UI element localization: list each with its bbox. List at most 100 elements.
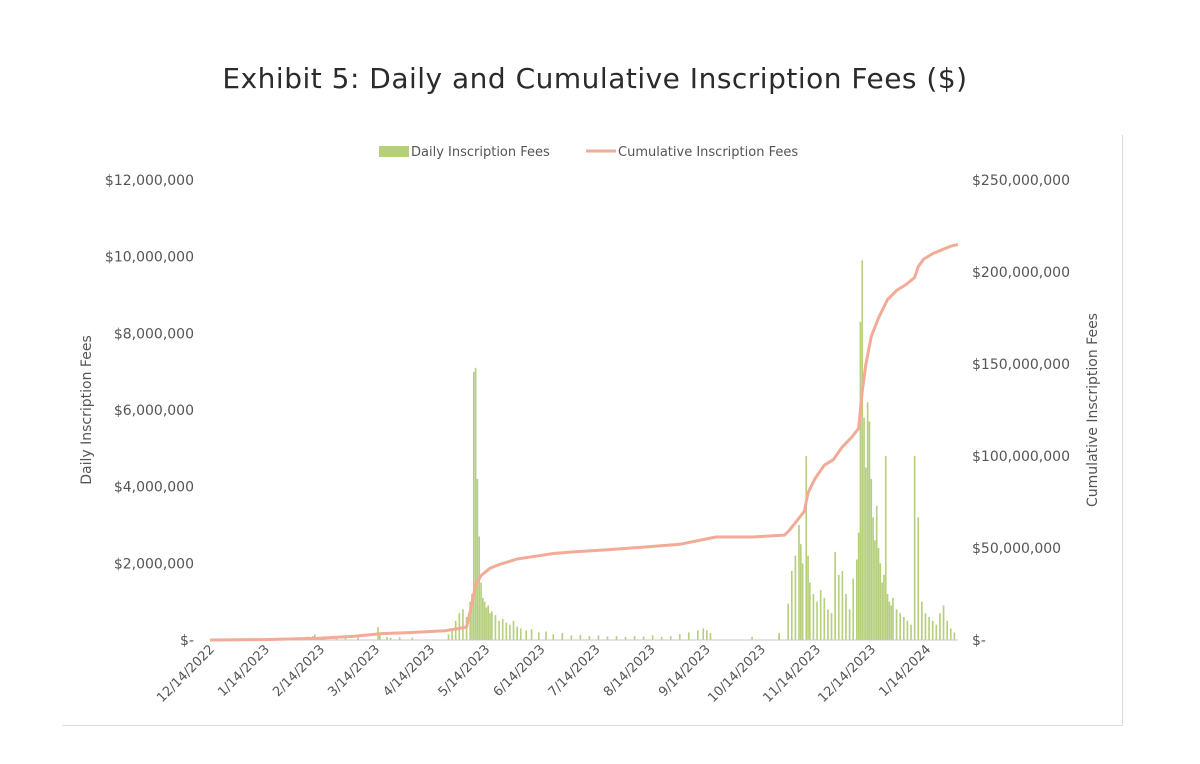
daily-bar xyxy=(879,563,882,640)
daily-bar xyxy=(924,613,927,640)
daily-bar xyxy=(778,633,780,640)
daily-bar xyxy=(935,624,938,640)
daily-bar xyxy=(579,635,582,640)
daily-bar xyxy=(807,555,809,640)
daily-bar xyxy=(877,548,880,640)
daily-bar xyxy=(597,635,600,640)
daily-bar xyxy=(678,634,681,640)
daily-bar xyxy=(386,636,388,640)
x-tick-label: 2/14/2023 xyxy=(270,642,328,700)
daily-bar xyxy=(687,632,690,640)
daily-bar xyxy=(471,594,473,640)
daily-bar xyxy=(545,631,547,640)
daily-bar xyxy=(480,582,482,640)
daily-bar xyxy=(861,260,864,640)
daily-bar xyxy=(709,633,712,640)
daily-bar xyxy=(881,582,883,640)
daily-bar xyxy=(830,613,833,640)
y-left-tick-label: $8,000,000 xyxy=(114,326,194,342)
daily-bar xyxy=(697,630,699,640)
daily-bar xyxy=(389,637,392,640)
chart-frame xyxy=(62,135,1123,726)
daily-bar xyxy=(651,635,654,640)
daily-bar xyxy=(949,628,952,640)
x-tick-label: 6/14/2023 xyxy=(491,642,549,700)
daily-bar xyxy=(472,371,475,640)
daily-bar xyxy=(491,611,493,640)
daily-bar xyxy=(606,636,609,640)
daily-bar xyxy=(801,563,804,640)
daily-bar xyxy=(883,574,885,640)
daily-bar xyxy=(805,456,808,640)
x-tick-label: 10/14/2023 xyxy=(705,642,769,706)
daily-bar xyxy=(615,636,618,640)
daily-bar xyxy=(512,620,515,640)
daily-bar xyxy=(451,628,453,640)
daily-bar xyxy=(890,605,892,640)
daily-bar xyxy=(552,634,555,640)
daily-bar xyxy=(874,540,876,640)
daily-bar xyxy=(642,636,645,640)
daily-bar xyxy=(478,536,481,640)
daily-bar xyxy=(872,517,874,640)
daily-bar xyxy=(357,635,359,640)
y-right-axis-label: Cumulative Inscription Fees xyxy=(1085,313,1101,507)
x-tick-label: 9/14/2023 xyxy=(656,642,714,700)
daily-bar xyxy=(751,636,753,640)
x-ticks: 12/14/20221/14/20232/14/20233/14/20234/1… xyxy=(154,642,934,706)
daily-bar xyxy=(884,456,887,640)
daily-bar xyxy=(794,555,797,640)
daily-bar xyxy=(837,574,840,640)
daily-bar xyxy=(902,617,905,640)
daily-bar xyxy=(483,601,486,640)
daily-bar xyxy=(588,636,591,640)
legend-swatch-daily xyxy=(379,146,409,157)
daily-bar xyxy=(928,617,930,640)
daily-bar xyxy=(494,615,497,640)
daily-bar xyxy=(939,613,941,640)
daily-bar xyxy=(790,571,793,640)
y-left-tick-label: $4,000,000 xyxy=(114,480,194,496)
daily-bar xyxy=(487,605,490,640)
x-tick-label: 1/14/2023 xyxy=(215,642,273,700)
daily-bar xyxy=(917,517,920,640)
daily-bar xyxy=(809,582,811,640)
legend-label-cumulative: Cumulative Inscription Fees xyxy=(618,145,798,160)
daily-bar xyxy=(848,609,851,640)
daily-bar xyxy=(812,594,815,640)
daily-bar xyxy=(509,624,511,640)
daily-bar xyxy=(474,367,477,640)
daily-bar xyxy=(931,620,934,640)
y-right-tick-label: $150,000,000 xyxy=(972,357,1070,373)
y-left-tick-label: $12,000,000 xyxy=(105,173,194,189)
daily-bar xyxy=(489,613,491,640)
daily-bar xyxy=(899,613,901,640)
daily-bar xyxy=(519,628,522,640)
daily-bar xyxy=(910,624,912,640)
daily-bar xyxy=(633,636,636,640)
daily-bar xyxy=(498,620,500,640)
x-tick-label: 5/14/2023 xyxy=(436,642,494,700)
chart-title: Exhibit 5: Daily and Cumulative Inscript… xyxy=(222,62,968,95)
legend: Daily Inscription Fees Cumulative Inscri… xyxy=(379,145,798,160)
daily-bar xyxy=(834,551,836,640)
daily-bar xyxy=(799,544,802,640)
daily-bar xyxy=(798,525,800,640)
y-right-tick-label: $100,000,000 xyxy=(972,449,1070,465)
daily-bar xyxy=(458,613,461,640)
daily-bar xyxy=(538,632,540,640)
daily-bar xyxy=(398,637,401,640)
daily-bars xyxy=(304,260,956,640)
daily-bar xyxy=(570,635,573,640)
daily-bar xyxy=(476,479,479,640)
daily-bar xyxy=(863,417,865,640)
daily-bar xyxy=(868,421,871,640)
y-right-tick-label: $50,000,000 xyxy=(972,541,1061,557)
x-tick-label: 12/14/2022 xyxy=(154,642,218,706)
daily-bar xyxy=(942,605,945,640)
y-left-ticks: $- $2,000,000 $4,000,000 $6,000,000 $8,000,0… xyxy=(105,173,194,649)
daily-bar xyxy=(482,597,484,640)
daily-bar xyxy=(921,601,923,640)
daily-bar xyxy=(787,603,789,640)
